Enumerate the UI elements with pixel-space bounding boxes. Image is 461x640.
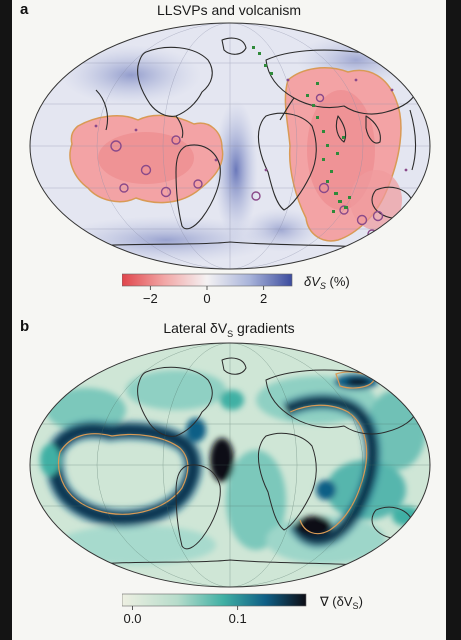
panel-b-title-suffix: gradients (233, 320, 295, 336)
panel-a-map (29, 22, 431, 270)
colorbar-b-bar (122, 593, 307, 607)
panel-b-title: Lateral δVS gradients (12, 320, 446, 339)
colorbar-a-unit: δVS (%) (304, 274, 350, 291)
colorbar-a-tick-label-2: 2 (260, 291, 267, 306)
colorbar-a-bar (122, 273, 293, 287)
panel-b-colorbar: 0.0 0.1 ∇ (δVS) (122, 593, 363, 626)
panel-a-letter: a (20, 1, 29, 18)
colorbar-b-tick-label-0: 0.0 (123, 611, 141, 626)
panel-b-title-prefix: Lateral δV (163, 320, 228, 336)
colorbar-b-tick-label-1: 0.1 (229, 611, 247, 626)
panel-b-map (29, 342, 431, 588)
panel-b-letter: b (20, 318, 30, 335)
panel-a-title: LLSVPs and volcanism (157, 2, 301, 18)
panel-b-title-subscript: S (227, 328, 234, 339)
colorbar-a-tick-label-0: −2 (143, 291, 158, 306)
colorbar-b-unit: ∇ (δVS) (319, 594, 363, 611)
colorbar-a-tick-label-1: 0 (203, 291, 210, 306)
panel-a-colorbar: −2 0 2 δVS (%) (122, 273, 350, 306)
figure: a LLSVPs and volcanism (12, 0, 446, 640)
